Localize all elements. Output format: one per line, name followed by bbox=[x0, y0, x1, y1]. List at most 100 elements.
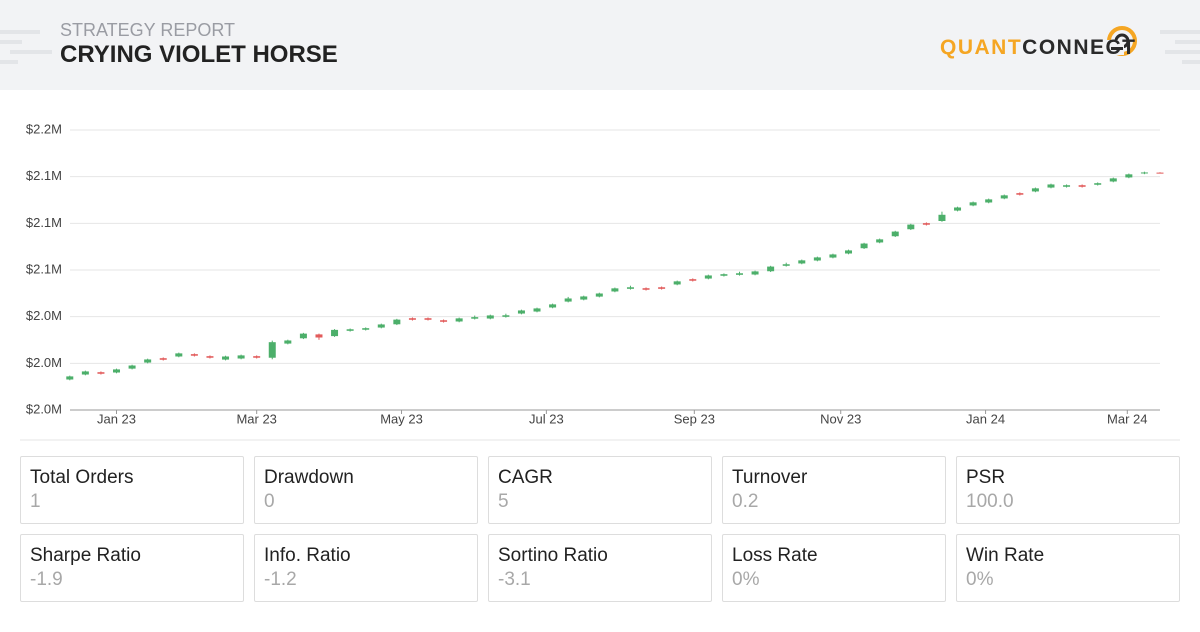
candle-body bbox=[1063, 185, 1071, 187]
candle-body bbox=[813, 257, 821, 261]
stat-value: -1.2 bbox=[264, 569, 297, 590]
candle-body bbox=[533, 308, 541, 312]
x-tick-label: Jul 23 bbox=[529, 411, 564, 426]
candle-body bbox=[1109, 178, 1117, 182]
stat-card: Drawdown 0 bbox=[254, 456, 478, 524]
candle-body bbox=[190, 354, 198, 356]
candle-body bbox=[284, 340, 292, 344]
candle-body bbox=[860, 243, 868, 249]
stat-card: Sortino Ratio -3.1 bbox=[488, 534, 712, 602]
candle-body bbox=[735, 273, 743, 275]
candle-body bbox=[1016, 193, 1024, 195]
logo: QUANTCONNECT bbox=[940, 36, 1137, 60]
candle-body bbox=[595, 293, 603, 297]
candle-body bbox=[969, 202, 977, 206]
candle-body bbox=[128, 365, 136, 369]
candle-body bbox=[393, 319, 401, 325]
y-tick-label: $2.0M bbox=[26, 308, 62, 323]
stat-card: CAGR 5 bbox=[488, 456, 712, 524]
candle-body bbox=[845, 250, 853, 254]
candle-body bbox=[782, 264, 790, 266]
x-tick-label: Mar 23 bbox=[236, 411, 276, 426]
candle-body bbox=[922, 223, 930, 225]
header: STRATEGY REPORT CRYING VIOLET HORSE QUAN… bbox=[0, 0, 1200, 90]
candle-body bbox=[440, 320, 448, 322]
stat-value: -3.1 bbox=[498, 569, 531, 590]
candle-body bbox=[751, 271, 759, 275]
candle-body bbox=[331, 329, 339, 337]
chart: $2.0M $2.0M $2.0M $2.1M $2.1M $2.1M $2.2M Jan 2… bbox=[20, 121, 1180, 441]
candle-body bbox=[81, 371, 89, 375]
candle-body bbox=[907, 224, 915, 230]
candle-body bbox=[113, 369, 121, 373]
candle-body bbox=[144, 359, 152, 363]
y-tick-label: $2.2M bbox=[26, 121, 62, 136]
candle-body bbox=[626, 287, 634, 289]
candle-body bbox=[346, 329, 354, 331]
candle-body bbox=[611, 288, 619, 292]
stat-card: Win Rate 0% bbox=[956, 534, 1180, 602]
x-tick-label: Jan 23 bbox=[97, 411, 136, 426]
header-decoration bbox=[0, 26, 1200, 64]
candle-body bbox=[1000, 195, 1008, 199]
stat-label: Total Orders bbox=[30, 467, 134, 488]
stat-card: Loss Rate 0% bbox=[722, 534, 946, 602]
candle-body bbox=[315, 334, 323, 338]
stat-value: 0.2 bbox=[732, 491, 759, 512]
candle-body bbox=[159, 358, 167, 360]
stat-label: PSR bbox=[966, 467, 1006, 488]
stat-label: Sharpe Ratio bbox=[30, 545, 141, 566]
x-tick-label: Mar 24 bbox=[1107, 411, 1147, 426]
stat-label: Info. Ratio bbox=[264, 545, 351, 566]
stat-card: Turnover 0.2 bbox=[722, 456, 946, 524]
stat-value: 5 bbox=[498, 491, 509, 512]
stat-label: Drawdown bbox=[264, 467, 354, 488]
candle-body bbox=[66, 376, 74, 380]
x-tick-label: Sep 23 bbox=[674, 411, 715, 426]
candle-body bbox=[1078, 185, 1086, 187]
y-tick-label: $2.0M bbox=[26, 355, 62, 370]
candle-body bbox=[580, 296, 588, 300]
candle-body bbox=[175, 353, 183, 357]
stat-value: -1.9 bbox=[30, 569, 63, 590]
candle-body bbox=[253, 356, 261, 358]
stat-label: Loss Rate bbox=[732, 545, 818, 566]
report-title: CRYING VIOLET HORSE bbox=[60, 41, 338, 68]
candle-body bbox=[97, 372, 105, 374]
stat-label: Turnover bbox=[732, 467, 808, 488]
candle-body bbox=[689, 279, 697, 281]
candle-body bbox=[673, 281, 681, 285]
candle-body bbox=[377, 324, 385, 328]
y-tick-label: $2.1M bbox=[26, 261, 62, 276]
logo-text: QUANT bbox=[940, 36, 1023, 59]
candle-body bbox=[1125, 174, 1133, 178]
x-tick-label: Nov 23 bbox=[820, 411, 861, 426]
candle-body bbox=[549, 304, 557, 308]
candle-body bbox=[471, 317, 479, 319]
candle-body bbox=[362, 328, 370, 330]
candle-body bbox=[891, 231, 899, 237]
candle-body bbox=[408, 318, 416, 320]
candle-body bbox=[829, 254, 837, 258]
candle-body bbox=[1047, 184, 1055, 188]
stat-value: 0 bbox=[264, 491, 275, 512]
candle-body bbox=[720, 274, 728, 276]
y-tick-label: $2.1M bbox=[26, 168, 62, 183]
y-tick-label: $2.1M bbox=[26, 215, 62, 230]
candle-body bbox=[564, 298, 572, 302]
candle-body bbox=[954, 207, 962, 211]
candle-body bbox=[237, 355, 245, 359]
candle-body bbox=[455, 318, 463, 322]
x-tick-label: May 23 bbox=[380, 411, 423, 426]
x-tick-label: Jan 24 bbox=[966, 411, 1005, 426]
candle-body bbox=[517, 310, 525, 314]
candle-body bbox=[206, 356, 214, 358]
stat-card: Info. Ratio -1.2 bbox=[254, 534, 478, 602]
candle-body bbox=[502, 315, 510, 317]
candle-body bbox=[767, 266, 775, 272]
logo-text: CONNECT bbox=[1022, 36, 1137, 59]
stat-value: 0% bbox=[966, 569, 994, 590]
stat-label: CAGR bbox=[498, 467, 553, 488]
stat-value: 0% bbox=[732, 569, 760, 590]
stat-card: Total Orders 1 bbox=[20, 456, 244, 524]
